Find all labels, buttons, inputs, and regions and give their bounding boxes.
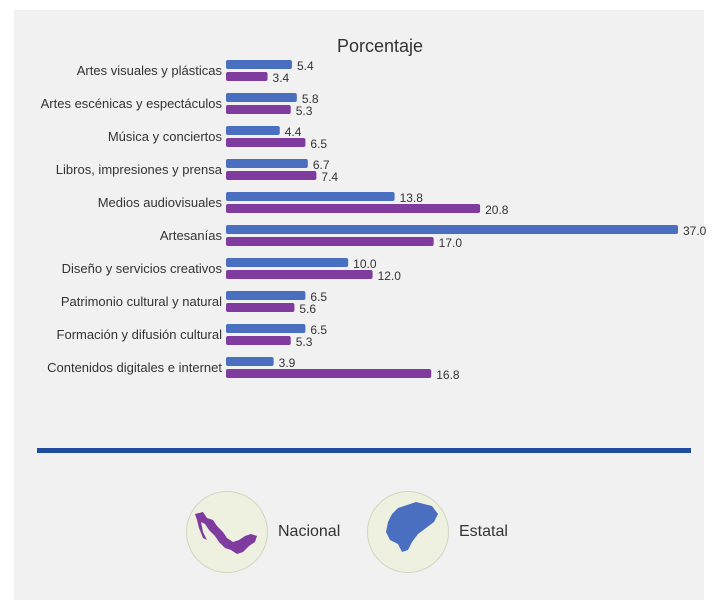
value-label-nacional: 6.5 (310, 323, 327, 337)
category-label: Diseño y servicios creativos (62, 261, 223, 276)
value-label-nacional: 5.4 (297, 59, 314, 73)
category-label: Contenidos digitales e internet (47, 360, 222, 375)
bar-estatal (226, 171, 317, 180)
bar-nacional (226, 258, 349, 267)
value-label-nacional: 3.9 (279, 356, 296, 370)
bar-estatal (226, 369, 432, 378)
bar-nacional (226, 192, 395, 201)
bar-nacional (226, 357, 274, 366)
value-label-nacional: 4.4 (285, 125, 302, 139)
category-label: Artes escénicas y espectáculos (41, 96, 223, 111)
chart-card (14, 10, 704, 600)
value-label-estatal: 17.0 (439, 236, 463, 250)
value-label-estatal: 12.0 (378, 269, 402, 283)
category-label: Artes visuales y plásticas (77, 63, 223, 78)
state-map-icon (367, 491, 449, 573)
value-label-estatal: 3.4 (273, 71, 290, 85)
bar-estatal (226, 270, 373, 279)
value-label-estatal: 7.4 (321, 170, 338, 184)
bar-nacional (226, 225, 678, 234)
value-label-estatal: 5.6 (299, 302, 316, 316)
legend-label-estatal: Estatal (459, 523, 508, 540)
bar-estatal (226, 336, 291, 345)
bar-estatal (226, 303, 295, 312)
bar-nacional (226, 60, 292, 69)
bar-chart: Porcentaje Artes visuales y plásticas Art… (41, 36, 707, 382)
bar-estatal (226, 105, 291, 114)
value-label-nacional: 37.0 (683, 224, 707, 238)
bar-nacional (226, 93, 297, 102)
legend-estatal: Estatal (367, 491, 508, 573)
category-label: Música y conciertos (108, 129, 223, 144)
bar-nacional (226, 291, 306, 300)
category-label: Medios audiovisuales (98, 195, 223, 210)
value-label-nacional: 10.0 (353, 257, 377, 271)
value-label-nacional: 6.5 (310, 290, 327, 304)
bar-nacional (226, 324, 306, 333)
value-label-nacional: 5.8 (302, 92, 319, 106)
bar-estatal (226, 72, 268, 81)
bar-estatal (226, 138, 306, 147)
category-label: Artesanías (160, 228, 223, 243)
bar-estatal (226, 237, 434, 246)
value-label-estatal: 5.3 (296, 104, 313, 118)
value-label-estatal: 16.8 (436, 368, 460, 382)
bar-nacional (226, 126, 280, 135)
divider (37, 448, 691, 453)
legend-label-nacional: Nacional (278, 523, 341, 540)
value-label-estatal: 6.5 (310, 137, 327, 151)
category-label: Libros, impresiones y prensa (56, 162, 223, 177)
category-label: Formación y difusión cultural (57, 327, 223, 342)
value-label-estatal: 5.3 (296, 335, 313, 349)
bar-estatal (226, 204, 481, 213)
bar-nacional (226, 159, 308, 168)
value-label-nacional: 6.7 (313, 158, 330, 172)
value-label-nacional: 13.8 (400, 191, 424, 205)
value-label-estatal: 20.8 (485, 203, 509, 217)
mexico-map-icon (186, 491, 268, 573)
legend-nacional: Nacional (186, 491, 340, 573)
category-label: Patrimonio cultural y natural (61, 294, 222, 309)
chart-title: Porcentaje (337, 36, 423, 56)
